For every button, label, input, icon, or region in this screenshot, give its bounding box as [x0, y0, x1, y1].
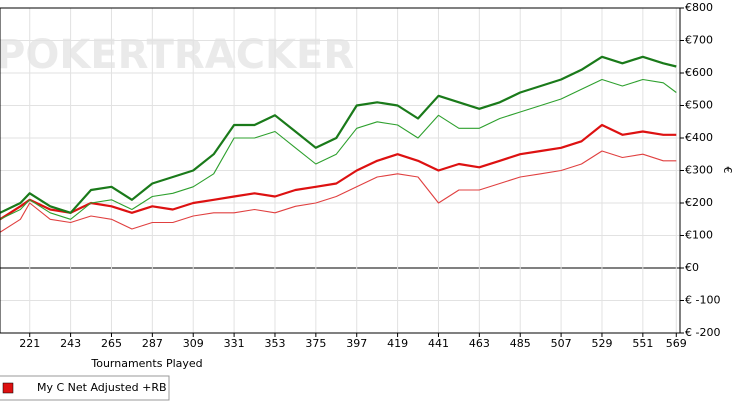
x-tick-label: 529: [591, 337, 612, 350]
x-tick-label: 397: [346, 337, 367, 350]
y-tick-label: € -100: [685, 294, 720, 307]
x-tick-label: 243: [60, 337, 81, 350]
y-tick-label: €400: [685, 131, 713, 144]
y-tick-label: €300: [685, 164, 713, 177]
series-line: [0, 150, 677, 233]
y-tick-label: €500: [685, 99, 713, 112]
x-tick-label: 309: [183, 337, 204, 350]
y-tick-label: €0: [685, 261, 699, 274]
x-tick-label: 569: [666, 337, 687, 350]
x-tick-label: 287: [142, 337, 163, 350]
series-line: [0, 123, 677, 221]
legend-box: [0, 375, 170, 401]
y-tick-label: €800: [685, 1, 713, 14]
x-tick-label: 353: [264, 337, 285, 350]
x-tick-label: 221: [19, 337, 40, 350]
x-tick-label: 331: [224, 337, 245, 350]
y-tick-label: €100: [685, 229, 713, 242]
x-tick-label: 441: [428, 337, 449, 350]
legend-swatch: [2, 382, 14, 394]
x-tick-label: 507: [551, 337, 572, 350]
x-tick-label: 485: [510, 337, 531, 350]
x-tick-label: 551: [632, 337, 653, 350]
x-tick-label: 463: [469, 337, 490, 350]
legend-label: My C Net Adjusted +RB: [37, 381, 167, 394]
x-tick-label: 265: [101, 337, 122, 350]
y-tick-label: € -200: [685, 326, 720, 339]
watermark: POKERTRACKER: [0, 32, 354, 78]
series-line: [0, 55, 677, 214]
x-axis-label: Tournaments Played: [90, 357, 202, 370]
series-line: [0, 78, 677, 220]
y-tick-label: €200: [685, 196, 713, 209]
x-tick-label: 419: [387, 337, 408, 350]
y-axis-label: €: [721, 167, 734, 174]
y-tick-label: €700: [685, 34, 713, 47]
y-tick-label: €600: [685, 66, 713, 79]
x-tick-label: 375: [305, 337, 326, 350]
